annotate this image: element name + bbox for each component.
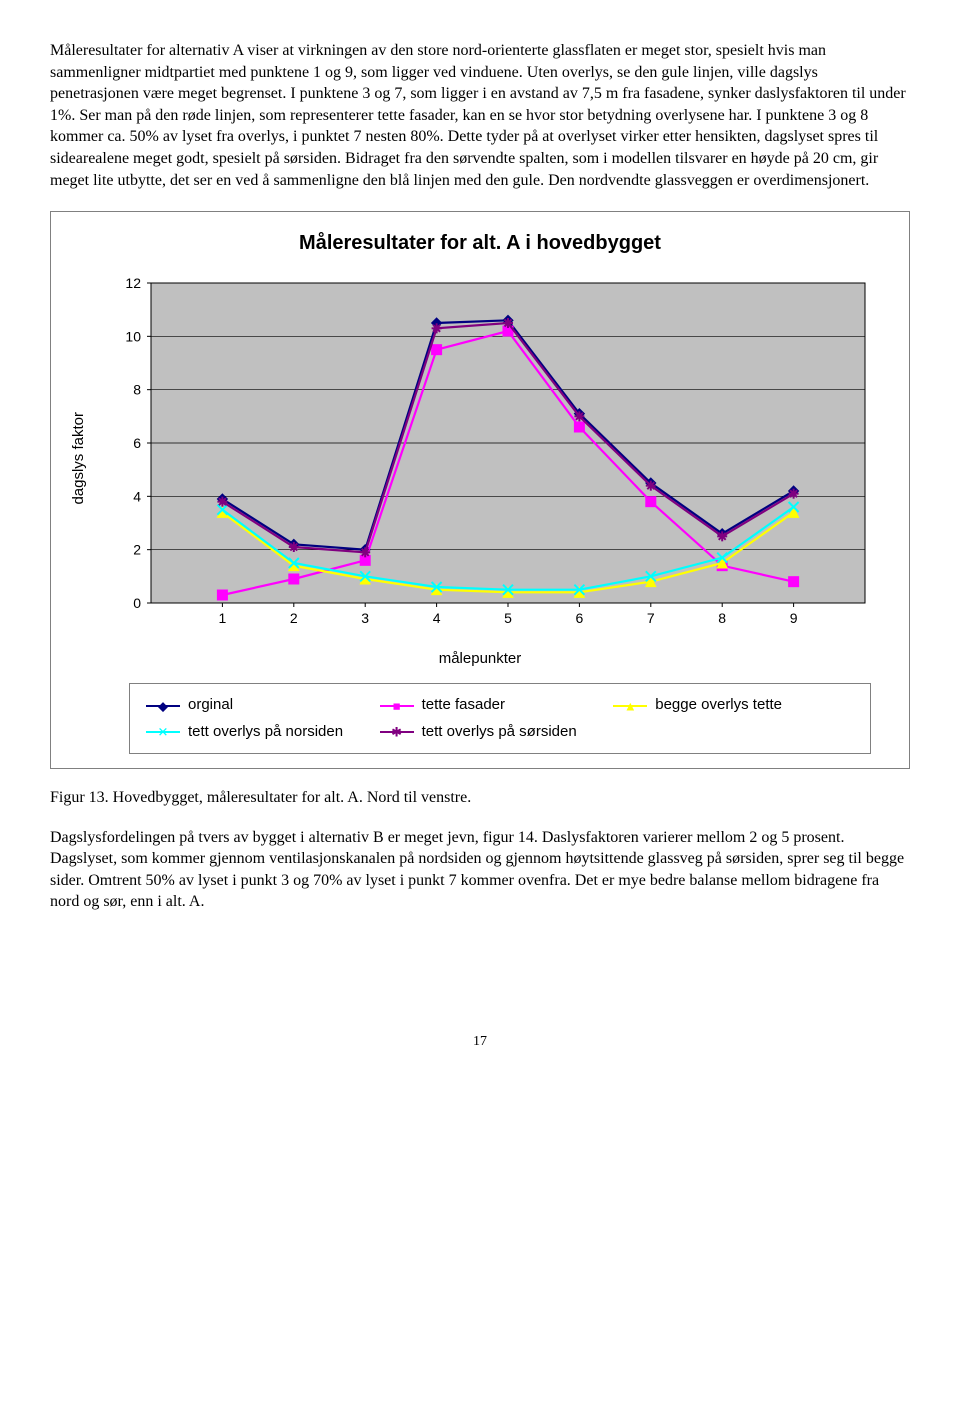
svg-text:9: 9 [790,610,798,626]
svg-text:5: 5 [504,610,512,626]
paragraph-1: Måleresultater for alternativ A viser at… [50,40,910,191]
svg-text:12: 12 [126,275,142,291]
legend-item: ✱tett overlys på sørsiden [380,719,614,745]
chart-title: Måleresultater for alt. A i hovedbygget [69,230,891,257]
legend-item: ■tette fasader [380,692,614,718]
svg-text:8: 8 [719,610,727,626]
chart-container: Måleresultater for alt. A i hovedbygget … [50,211,910,769]
page-number: 17 [50,1033,910,1052]
svg-text:7: 7 [647,610,655,626]
legend-item: ▲begge overlys tette [613,692,847,718]
svg-text:3: 3 [362,610,370,626]
svg-text:8: 8 [133,382,141,398]
y-axis-label: dagslys faktor [69,412,89,505]
svg-text:2: 2 [133,542,141,558]
svg-text:4: 4 [133,488,141,504]
chart-svg: 024681012123456789 [95,273,885,643]
legend-item: ✕tett overlys på norsiden [146,719,380,745]
plot-wrap: dagslys faktor 024681012123456789 [69,273,891,643]
paragraph-2: Dagslysfordelingen på tvers av bygget i … [50,827,910,913]
svg-text:6: 6 [576,610,584,626]
svg-text:10: 10 [126,328,142,344]
legend: ◆orginal■tette fasader▲begge overlys tet… [129,683,871,754]
svg-text:6: 6 [133,435,141,451]
svg-text:1: 1 [219,610,227,626]
svg-text:0: 0 [133,595,141,611]
figure-caption: Figur 13. Hovedbygget, måleresultater fo… [50,787,910,809]
legend-item: ◆orginal [146,692,380,718]
x-axis-label: målepunkter [69,649,891,669]
svg-text:4: 4 [433,610,441,626]
svg-text:2: 2 [290,610,298,626]
